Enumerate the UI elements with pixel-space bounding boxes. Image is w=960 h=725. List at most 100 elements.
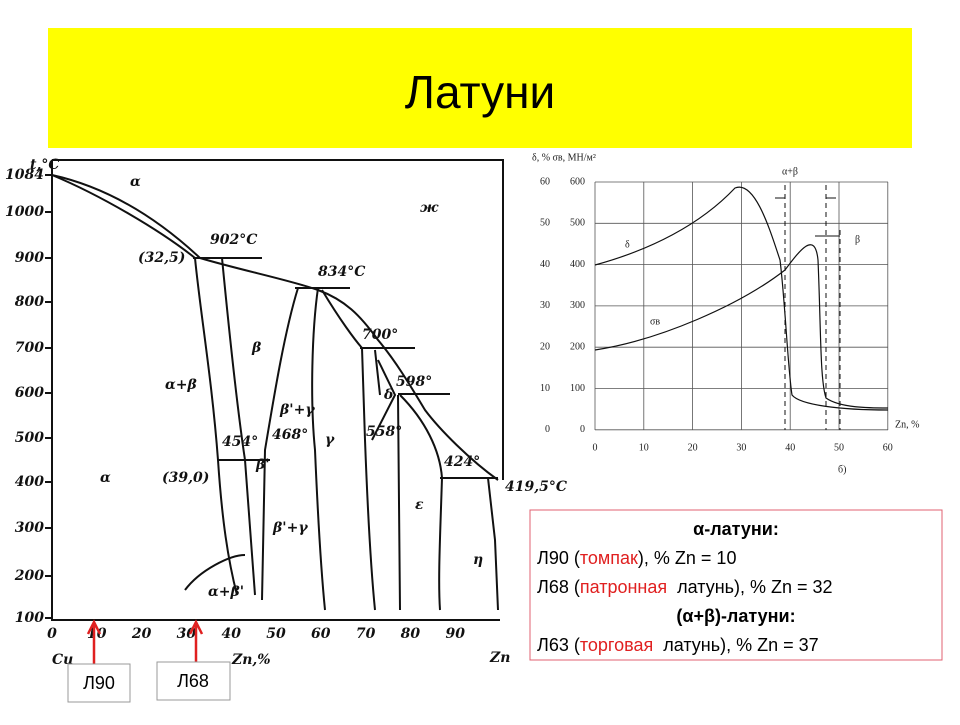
y-tick-label: 500 [15, 430, 44, 446]
x-tick-label: 0 [47, 626, 57, 642]
phase-diagram: t,°C 10841000900800700600500400300200100… [5, 157, 567, 668]
phase-label: ж [420, 200, 439, 216]
x-tick-label: 80 [401, 626, 421, 642]
title-band [48, 28, 912, 148]
phase-label: 834°C [318, 264, 365, 280]
marker-box [67, 663, 131, 703]
gamma-right [321, 289, 376, 611]
x-tick-label: 70 [356, 626, 376, 642]
delta-tick-label: 0 [545, 424, 550, 435]
info-heading: α-латуни: [693, 519, 779, 539]
gamma-left [311, 287, 326, 611]
curve-label: β [855, 234, 860, 245]
y-tick-label: 400 [15, 474, 44, 490]
curve-label: α+β [782, 166, 798, 177]
phase-label: α [130, 174, 141, 190]
x-tick-label: 50 [834, 442, 844, 453]
info-text: α-латуни: [693, 519, 779, 539]
info-text: Л63 ( [537, 635, 580, 655]
y-tick-label: 700 [15, 340, 44, 356]
solidus [51, 174, 196, 259]
delta-tick-label: 10 [540, 383, 550, 394]
x-tick-label: 90 [445, 626, 465, 642]
liquidus [51, 174, 499, 481]
epsilon-boundary [399, 394, 444, 611]
y-tick-label: 600 [15, 385, 44, 401]
x-right-label: Zn [489, 650, 510, 666]
phase-label: 419,5°C [505, 479, 567, 495]
curve-label: σв [650, 316, 660, 327]
phase-label: 558° [366, 424, 402, 440]
highlight: торговая [580, 635, 653, 655]
y-tick-label: 300 [15, 520, 44, 536]
phase-label: α [100, 470, 111, 486]
sigma-tick-label: 400 [570, 259, 585, 270]
info-text: ), % Zn = 10 [638, 548, 737, 568]
phase-label: 454° [222, 434, 258, 450]
x-tick-label: 10 [87, 626, 107, 642]
x-axis-label: Zn,% [231, 652, 271, 668]
y-tick-label: 200 [14, 568, 44, 584]
delta-tick-label: 40 [540, 259, 550, 270]
info-text: латунь), % Zn = 32 [667, 577, 832, 597]
marker-label: Л68 [177, 671, 209, 691]
phase-label: (32,5) [138, 250, 185, 266]
phase-label: 902°C [210, 232, 257, 248]
phase-label: (39,0) [162, 470, 209, 486]
sigma-curve [594, 244, 889, 409]
delta-tick-label: 30 [540, 300, 550, 311]
info-line: Л68 (патронная латунь), % Zn = 32 [537, 577, 833, 597]
y-tick-label: 100 [15, 610, 44, 626]
ordering-line [184, 554, 246, 591]
x-tick-label: 20 [131, 626, 152, 642]
delta-region [371, 349, 401, 611]
info-text: Л90 ( [537, 548, 580, 568]
chart-caption: б) [838, 464, 846, 475]
delta-tick-label: 60 [540, 176, 550, 187]
phase-label: 424° [444, 454, 480, 470]
phase-label: γ [325, 432, 335, 448]
y-tick-label: 900 [15, 250, 44, 266]
isotherms [193, 257, 498, 479]
marker-box [156, 661, 231, 701]
x-tick-label: 10 [639, 442, 649, 453]
info-heading: (α+β)-латуни: [676, 606, 795, 626]
phase-label: β' [255, 457, 270, 473]
phase-label: β'+γ [279, 402, 315, 418]
sigma-tick-label: 500 [570, 218, 585, 229]
highlight: томпак [580, 548, 638, 568]
chart-x-label: Zn, % [895, 419, 919, 430]
title: Латуни [405, 66, 555, 118]
sigma-tick-label: 200 [570, 341, 585, 352]
info-box [529, 509, 943, 661]
x-tick-label: 20 [688, 442, 698, 453]
delta-tick-label: 50 [540, 218, 550, 229]
phase-label: α+β' [208, 584, 244, 600]
sigma-tick-label: 100 [570, 383, 585, 394]
phase-label: β [251, 340, 262, 356]
x-tick-label: 50 [266, 626, 286, 642]
phase-label: 700° [362, 327, 398, 343]
phase-label: α+β [165, 377, 198, 393]
frame [51, 159, 504, 621]
marker-arrows [86, 619, 204, 664]
delta-tick-label: 20 [540, 341, 550, 352]
phase-label: 468° [272, 427, 308, 443]
alpha-boundary [194, 257, 238, 596]
phase-label: β'+γ [272, 520, 308, 536]
info-text: Л68 ( [537, 577, 580, 597]
x-tick-label: 40 [221, 626, 241, 642]
y-tick-label: 800 [15, 294, 44, 310]
phase-label: η [473, 552, 483, 568]
eta-boundary [487, 477, 499, 611]
phase-borders [784, 185, 841, 430]
highlight: патронная [580, 577, 667, 597]
beta-right [261, 287, 299, 601]
sigma-tick-label: 600 [570, 176, 585, 187]
chart-y-label: δ, % σв, МН/м² [532, 152, 596, 163]
info-line: Л63 (торговая латунь), % Zn = 37 [537, 635, 819, 655]
region-arrows [775, 197, 840, 237]
x-tick-label: 60 [311, 626, 331, 642]
